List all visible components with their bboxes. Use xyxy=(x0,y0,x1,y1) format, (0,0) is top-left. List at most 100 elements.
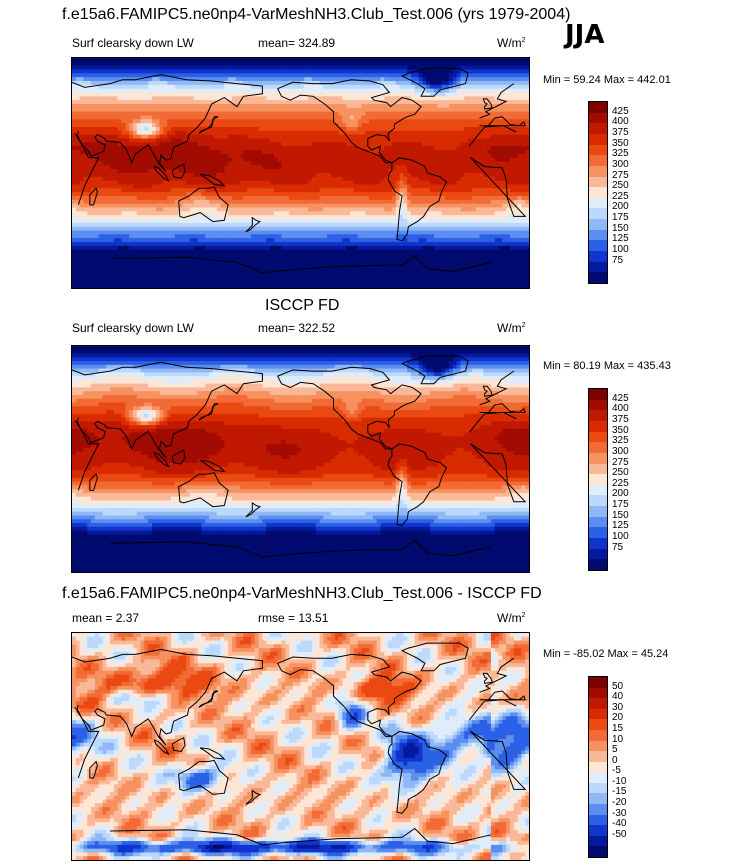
field-cell xyxy=(167,73,172,78)
field-cell xyxy=(174,73,180,78)
field-cell xyxy=(479,180,484,186)
field-cell xyxy=(403,65,408,71)
field-cell xyxy=(479,84,484,90)
field-cell xyxy=(266,150,271,155)
field-cell xyxy=(445,123,450,128)
field-cell xyxy=(365,184,370,189)
field-cell xyxy=(98,119,104,124)
field-cell xyxy=(121,92,126,97)
field-cell xyxy=(449,207,454,212)
field-cell xyxy=(193,119,199,124)
field-cell xyxy=(205,150,210,155)
field-cell xyxy=(171,88,176,94)
field-cell xyxy=(125,203,130,209)
field-cell xyxy=(258,134,264,140)
field-cell xyxy=(231,84,237,90)
field-cell xyxy=(174,176,180,182)
field-cell xyxy=(289,169,294,174)
field-cell xyxy=(102,100,107,105)
field-cell xyxy=(174,157,180,163)
field-cell xyxy=(327,196,332,201)
field-cell xyxy=(228,88,233,94)
field-cell xyxy=(201,199,206,205)
field-cell xyxy=(300,176,305,182)
field-cell xyxy=(426,142,431,147)
field-cell xyxy=(136,169,142,174)
field-cell xyxy=(468,138,473,143)
field-cell xyxy=(468,169,473,174)
field-cell xyxy=(350,207,355,212)
field-cell xyxy=(437,188,443,193)
field-cell xyxy=(460,188,465,193)
field-cell xyxy=(315,196,321,201)
field-cell xyxy=(250,104,256,109)
field-cell xyxy=(151,123,157,128)
field-cell xyxy=(151,111,157,117)
field-cell xyxy=(483,92,488,97)
field-cell xyxy=(342,69,347,74)
field-cell xyxy=(178,77,184,82)
field-cell xyxy=(361,161,366,166)
field-cell xyxy=(190,134,195,140)
field-cell xyxy=(273,176,279,182)
field-cell xyxy=(395,199,401,205)
field-cell xyxy=(285,84,290,90)
field-cell xyxy=(163,192,168,197)
field-cell xyxy=(426,77,431,82)
field-cell xyxy=(346,184,351,189)
field-cell xyxy=(212,77,218,82)
field-cell xyxy=(342,146,347,151)
field-cell xyxy=(365,146,370,151)
field-cell xyxy=(429,138,435,143)
field-cell xyxy=(502,130,507,136)
field-cell xyxy=(372,77,378,82)
field-cell xyxy=(266,77,271,82)
field-cell xyxy=(475,150,481,155)
field-cell xyxy=(464,88,469,94)
field-cell xyxy=(239,188,244,193)
field-cell xyxy=(426,84,431,90)
field-cell xyxy=(155,130,161,136)
field-cell xyxy=(201,111,206,117)
field-cell xyxy=(247,107,252,113)
field-cell xyxy=(357,104,363,109)
field-cell xyxy=(422,211,427,216)
field-cell xyxy=(239,61,244,67)
field-cell xyxy=(437,146,443,151)
field-cell xyxy=(247,61,252,67)
field-cell xyxy=(479,73,484,78)
field-cell xyxy=(94,161,100,166)
field-cell xyxy=(369,81,374,86)
field-cell xyxy=(342,142,347,147)
field-cell xyxy=(182,157,187,163)
field-cell xyxy=(155,192,161,197)
field-cell xyxy=(136,84,142,90)
field-cell xyxy=(174,84,180,90)
field-cell xyxy=(399,96,404,101)
field-cell xyxy=(361,134,366,140)
field-cell xyxy=(163,134,168,140)
field-cell xyxy=(79,96,85,101)
field-cell xyxy=(209,77,214,82)
field-cell xyxy=(212,61,218,67)
field-cell xyxy=(132,84,138,90)
field-cell xyxy=(178,173,184,178)
field-cell xyxy=(159,161,164,166)
field-cell xyxy=(494,146,500,151)
field-cell xyxy=(91,134,96,140)
field-cell xyxy=(228,146,233,151)
field-cell xyxy=(190,111,195,117)
field-cell xyxy=(452,199,458,205)
field-cell xyxy=(407,207,412,212)
field-cell xyxy=(410,107,416,113)
field-cell xyxy=(136,107,142,113)
field-cell xyxy=(163,69,168,74)
field-cell xyxy=(228,107,233,113)
field-cell xyxy=(163,130,168,136)
field-cell xyxy=(79,173,85,178)
field-cell xyxy=(361,165,366,170)
field-cell xyxy=(395,134,401,140)
field-cell xyxy=(357,100,363,105)
field-cell xyxy=(228,104,233,109)
field-cell xyxy=(323,119,328,124)
